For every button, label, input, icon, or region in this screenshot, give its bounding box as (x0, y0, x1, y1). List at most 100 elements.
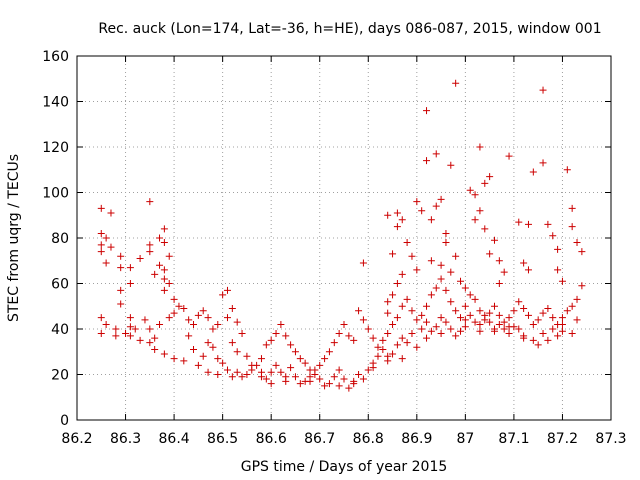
data-point (175, 302, 183, 310)
data-point (452, 307, 460, 315)
data-point (505, 314, 513, 322)
data-point (529, 168, 537, 176)
data-point (486, 250, 494, 258)
data-point (335, 382, 343, 390)
data-point (165, 314, 173, 322)
grid (77, 56, 611, 420)
data-point (359, 259, 367, 267)
data-point (384, 309, 392, 317)
data-point (481, 225, 489, 233)
data-point (330, 373, 338, 381)
data-point (214, 320, 222, 328)
data-point (156, 320, 164, 328)
data-point (107, 243, 115, 251)
data-point (238, 373, 246, 381)
data-point (529, 320, 537, 328)
data-point (544, 336, 552, 344)
data-point (233, 318, 241, 326)
y-axis-label: STEC from uqrg / TECUs (6, 154, 22, 322)
data-point (272, 361, 280, 369)
data-point (558, 327, 566, 335)
data-point (403, 239, 411, 247)
data-point (156, 234, 164, 242)
data-point (126, 314, 134, 322)
data-point (568, 223, 576, 231)
data-point (131, 325, 139, 333)
data-point (432, 150, 440, 158)
data-point (141, 316, 149, 324)
data-point (554, 245, 562, 253)
data-point (287, 364, 295, 372)
data-point (423, 157, 431, 165)
data-point (160, 239, 168, 247)
data-point (364, 325, 372, 333)
data-point (238, 330, 246, 338)
data-point (257, 368, 265, 376)
data-point (544, 305, 552, 313)
data-point (122, 330, 130, 338)
data-point (321, 355, 329, 363)
data-point (461, 302, 469, 310)
data-point (190, 320, 198, 328)
data-point (437, 195, 445, 203)
data-point (194, 361, 202, 369)
data-point (291, 348, 299, 356)
data-point (452, 252, 460, 260)
data-point (364, 366, 372, 374)
data-point (267, 380, 275, 388)
data-point (350, 377, 358, 385)
data-point (389, 350, 397, 358)
data-point (209, 343, 217, 351)
data-point (524, 266, 532, 274)
data-point (204, 368, 212, 376)
y-tick-label: 0 (60, 413, 69, 429)
data-point (325, 380, 333, 388)
y-tick-label: 120 (42, 140, 69, 156)
data-point (384, 352, 392, 360)
data-point (476, 207, 484, 215)
data-point (117, 252, 125, 260)
data-point (481, 179, 489, 187)
data-point (160, 286, 168, 294)
data-point (558, 320, 566, 328)
data-point (369, 334, 377, 342)
data-point (452, 332, 460, 340)
data-point (117, 286, 125, 294)
data-point (437, 261, 445, 269)
data-point (427, 327, 435, 335)
data-point (340, 320, 348, 328)
data-point (126, 264, 134, 272)
data-point (345, 332, 353, 340)
data-point (248, 366, 256, 374)
data-point (495, 280, 503, 287)
data-point (398, 270, 406, 278)
data-point (291, 373, 299, 381)
x-tick-label: 87.3 (595, 431, 626, 447)
data-point (102, 320, 110, 328)
data-point (423, 318, 431, 326)
data-point (393, 280, 401, 287)
data-point (355, 371, 363, 378)
data-point (490, 302, 498, 310)
data-point (549, 325, 557, 333)
data-point (500, 318, 508, 326)
data-point (495, 320, 503, 328)
y-tick-label: 40 (51, 322, 69, 338)
data-point (442, 229, 450, 237)
data-point (442, 286, 450, 294)
data-point (505, 330, 513, 338)
data-point (539, 309, 547, 317)
data-point (524, 311, 532, 319)
data-point (316, 375, 324, 383)
data-point (398, 216, 406, 224)
data-point (524, 220, 532, 228)
data-point (573, 239, 581, 247)
data-point (423, 334, 431, 342)
data-point (379, 336, 387, 344)
data-point (534, 341, 542, 349)
data-point (223, 314, 231, 322)
data-point (500, 268, 508, 276)
data-point (335, 366, 343, 374)
data-point (393, 223, 401, 231)
data-point (398, 334, 406, 342)
